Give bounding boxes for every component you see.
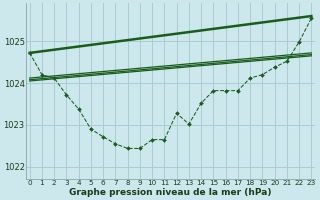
X-axis label: Graphe pression niveau de la mer (hPa): Graphe pression niveau de la mer (hPa) [69,188,272,197]
